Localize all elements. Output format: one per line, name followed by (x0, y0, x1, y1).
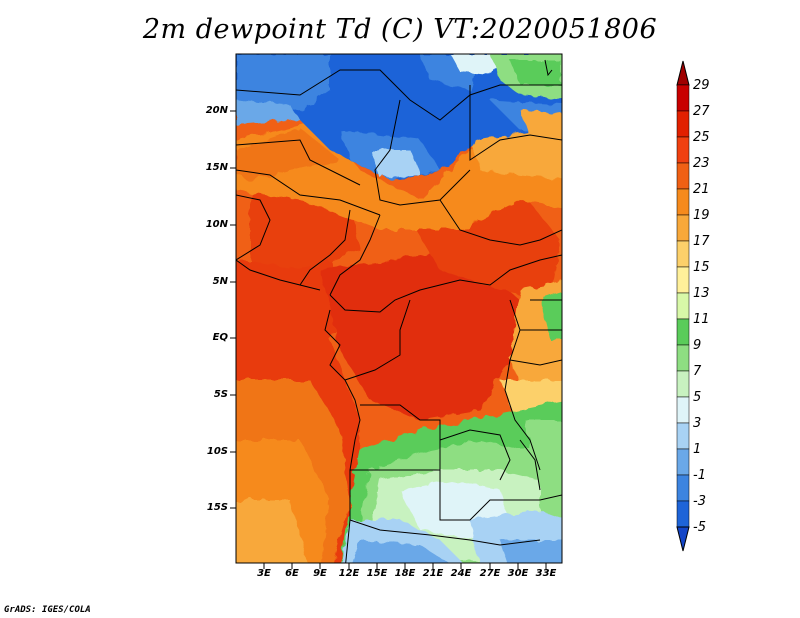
colorbar-label: -5 (693, 520, 706, 535)
country-borders (236, 59, 562, 563)
lon-label-33e: 33E (535, 568, 557, 579)
colorbar-label: 9 (693, 338, 702, 353)
colorbar-label: -1 (693, 468, 706, 483)
colorbar-segment (676, 318, 690, 346)
colorbar-segment (676, 292, 690, 320)
grads-credit: GrADS: IGES/COLA (4, 605, 91, 615)
colorbar (676, 60, 690, 552)
colorbar-label: 27 (693, 104, 710, 119)
colorbar-label: 13 (693, 286, 710, 301)
colorbar-segment (676, 396, 690, 424)
colorbar-segment (676, 422, 690, 450)
colorbar-label: 23 (693, 156, 710, 171)
lat-label-15s: 15S (206, 502, 228, 513)
colorbar-label: 19 (693, 208, 710, 223)
colorbar-label: 7 (693, 364, 702, 379)
colorbar-segment (676, 448, 690, 476)
colorbar-arrow-bottom (676, 526, 690, 552)
lon-label-18e: 18E (394, 568, 416, 579)
lon-label-15e: 15E (366, 568, 388, 579)
colorbar-label: 15 (693, 260, 710, 275)
lon-label-12e: 12E (338, 568, 360, 579)
colorbar-label: 3 (693, 416, 702, 431)
colorbar-segment (676, 240, 690, 268)
colorbar-label: -3 (693, 494, 706, 509)
plot-frame (235, 53, 563, 564)
colorbar-label: 29 (693, 78, 710, 93)
lon-label-9e: 9E (313, 568, 327, 579)
colorbar-label: 11 (693, 312, 710, 327)
lat-label-eq: EQ (212, 332, 228, 343)
lon-label-6e: 6E (285, 568, 299, 579)
colorbar-segment (676, 474, 690, 502)
colorbar-label: 25 (693, 130, 710, 145)
colorbar-arrow-top (676, 60, 690, 86)
lat-label-5s: 5S (213, 389, 228, 400)
colorbar-segment (676, 84, 690, 112)
colorbar-segment (676, 110, 690, 138)
lon-label-21e: 21E (422, 568, 444, 579)
lon-label-24e: 24E (450, 568, 472, 579)
colorbar-label: 1 (693, 442, 702, 457)
lon-label-30e: 30E (507, 568, 529, 579)
colorbar-segment (676, 344, 690, 372)
y-ticks (230, 110, 236, 509)
lat-label-15n: 15N (205, 162, 228, 173)
lon-label-27e: 27E (479, 568, 501, 579)
lat-label-20n: 20N (205, 105, 228, 116)
colorbar-label: 21 (693, 182, 710, 197)
colorbar-segment (676, 500, 690, 528)
map-title: 2m dewpoint Td (C) VT:2020051806 (142, 14, 658, 45)
colorbar-segment (676, 162, 690, 190)
dewpoint-field (236, 54, 562, 563)
x-ticks (263, 563, 547, 569)
colorbar-segment (676, 188, 690, 216)
colorbar-label: 5 (693, 390, 702, 405)
lat-label-10s: 10S (206, 446, 228, 457)
colorbar-segment (676, 370, 690, 398)
colorbar-label: 17 (693, 234, 710, 249)
colorbar-segment (676, 266, 690, 294)
lat-label-5n: 5N (212, 276, 228, 287)
lat-label-10n: 10N (205, 219, 228, 230)
colorbar-segment (676, 214, 690, 242)
colorbar-segment (676, 136, 690, 164)
lon-label-3e: 3E (257, 568, 271, 579)
